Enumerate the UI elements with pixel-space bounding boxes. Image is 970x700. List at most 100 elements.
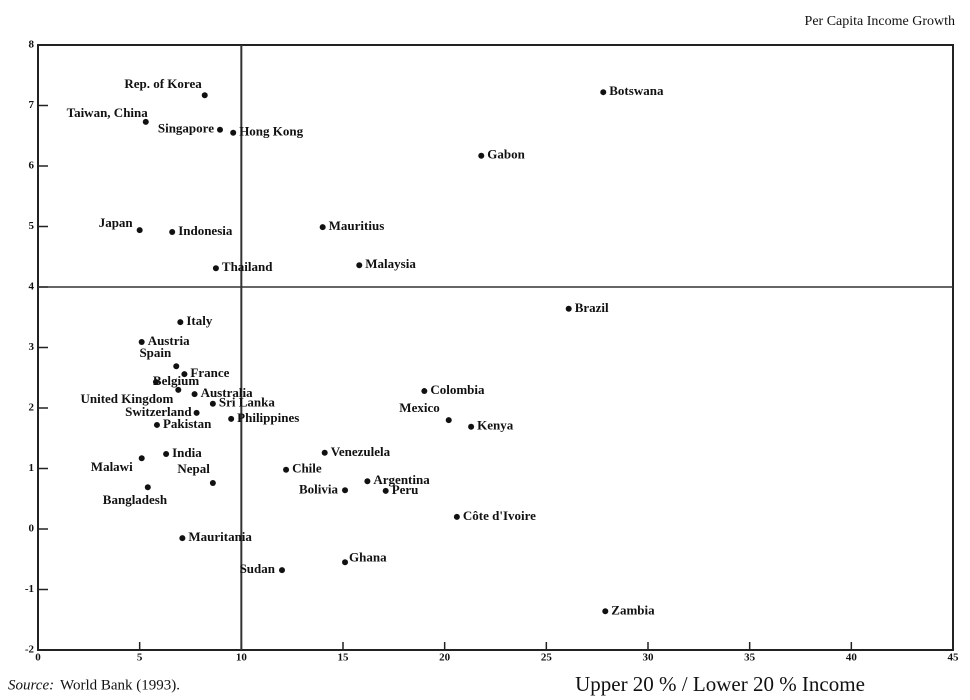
y-tick-label: -1 (25, 583, 34, 595)
point (445, 417, 452, 424)
point (152, 378, 159, 385)
point (382, 487, 389, 494)
point-label: Chile (292, 461, 322, 476)
y-tick-label: 7 (29, 99, 35, 111)
y-tick-label: 1 (29, 462, 35, 474)
point-label: Malaysia (365, 256, 416, 271)
point (177, 319, 184, 326)
point-label: Thailand (222, 259, 273, 274)
point-label: Switzerland (125, 404, 192, 419)
point (201, 92, 208, 99)
x-tick-label: 20 (439, 652, 451, 664)
point-label: Rep. of Korea (124, 76, 202, 91)
point (319, 224, 326, 231)
y-tick-label: -2 (25, 644, 35, 656)
x-tick-label: 25 (541, 652, 553, 664)
point-label: Pakistan (163, 416, 212, 431)
x-tick-label: 40 (846, 652, 858, 664)
point-label: Nepal (177, 461, 210, 476)
point-label: Japan (99, 215, 134, 230)
point (478, 152, 485, 159)
point (163, 450, 170, 457)
y-axis-label: Per Capita Income Growth (805, 14, 955, 29)
point-label: Taiwan, China (67, 105, 149, 120)
y-tick-label: 3 (29, 341, 35, 353)
point-label: Italy (186, 313, 213, 328)
x-axis-label: Upper 20 % / Lower 20 % Income (575, 672, 865, 696)
point-label: Spain (139, 345, 172, 360)
y-tick-label: 6 (29, 160, 35, 172)
point-label: Sudan (240, 561, 276, 576)
point-label: France (190, 365, 229, 380)
point-label: Brazil (575, 300, 609, 315)
x-tick-label: 45 (948, 652, 960, 664)
point (191, 391, 198, 398)
point (602, 608, 609, 615)
point (356, 262, 363, 269)
y-tick-label: 2 (29, 402, 35, 414)
point-label: Malawi (91, 459, 133, 474)
point-label: Mauritius (329, 218, 385, 233)
point (175, 386, 182, 393)
x-tick-label: 35 (744, 652, 756, 664)
point-label: United Kingdom (80, 391, 173, 406)
point (209, 480, 216, 487)
point (283, 466, 290, 473)
point-label: Mexico (399, 400, 439, 415)
point-label: Venezulela (331, 444, 391, 459)
point-label: Austria (148, 333, 190, 348)
point-label: Gabon (487, 147, 525, 162)
y-tick-label: 8 (29, 39, 35, 51)
point-label: Indonesia (178, 223, 233, 238)
point (565, 305, 572, 312)
point-label: Kenya (477, 418, 514, 433)
x-tick-label: 30 (643, 652, 655, 664)
point-label: Sri Lanka (219, 395, 275, 410)
point-label: India (172, 445, 202, 460)
point-label: Colombia (430, 382, 485, 397)
point-label: Peru (392, 482, 419, 497)
point (230, 129, 237, 136)
point-label: Belgium (153, 373, 199, 388)
point-label: Philippines (237, 410, 299, 425)
source-label: Source: (8, 677, 54, 693)
point-label: Côte d'Ivoire (463, 508, 536, 523)
y-tick-label: 4 (29, 281, 35, 293)
point-label: Bolivia (299, 481, 339, 496)
point (153, 421, 160, 428)
x-tick-label: 5 (137, 652, 143, 664)
point-label: Singapore (158, 121, 214, 136)
point-label: Hong Kong (239, 124, 303, 139)
point-label: Bangladesh (103, 492, 168, 507)
point (212, 265, 219, 272)
point (342, 559, 349, 566)
point (144, 484, 151, 491)
point-label: Argentina (373, 472, 430, 487)
point (142, 118, 149, 125)
point (136, 227, 143, 234)
x-tick-label: 0 (35, 652, 41, 664)
point (364, 478, 371, 485)
point (228, 415, 235, 422)
point (342, 487, 349, 494)
point-label: Zambia (611, 602, 655, 617)
point (279, 567, 285, 574)
point (193, 409, 200, 416)
point (181, 371, 188, 378)
point (179, 535, 186, 542)
point (138, 339, 145, 346)
point (173, 363, 180, 370)
point (138, 455, 145, 462)
point (321, 449, 328, 456)
point-label: Mauritania (188, 529, 252, 544)
point (600, 89, 607, 96)
x-tick-label: 15 (338, 652, 350, 664)
point-label: Ghana (349, 549, 387, 564)
point (209, 400, 216, 407)
x-tick-label: 10 (236, 652, 248, 664)
y-tick-label: 5 (29, 220, 35, 232)
point (216, 126, 223, 133)
point (453, 513, 460, 520)
y-tick-label: 0 (29, 523, 35, 535)
